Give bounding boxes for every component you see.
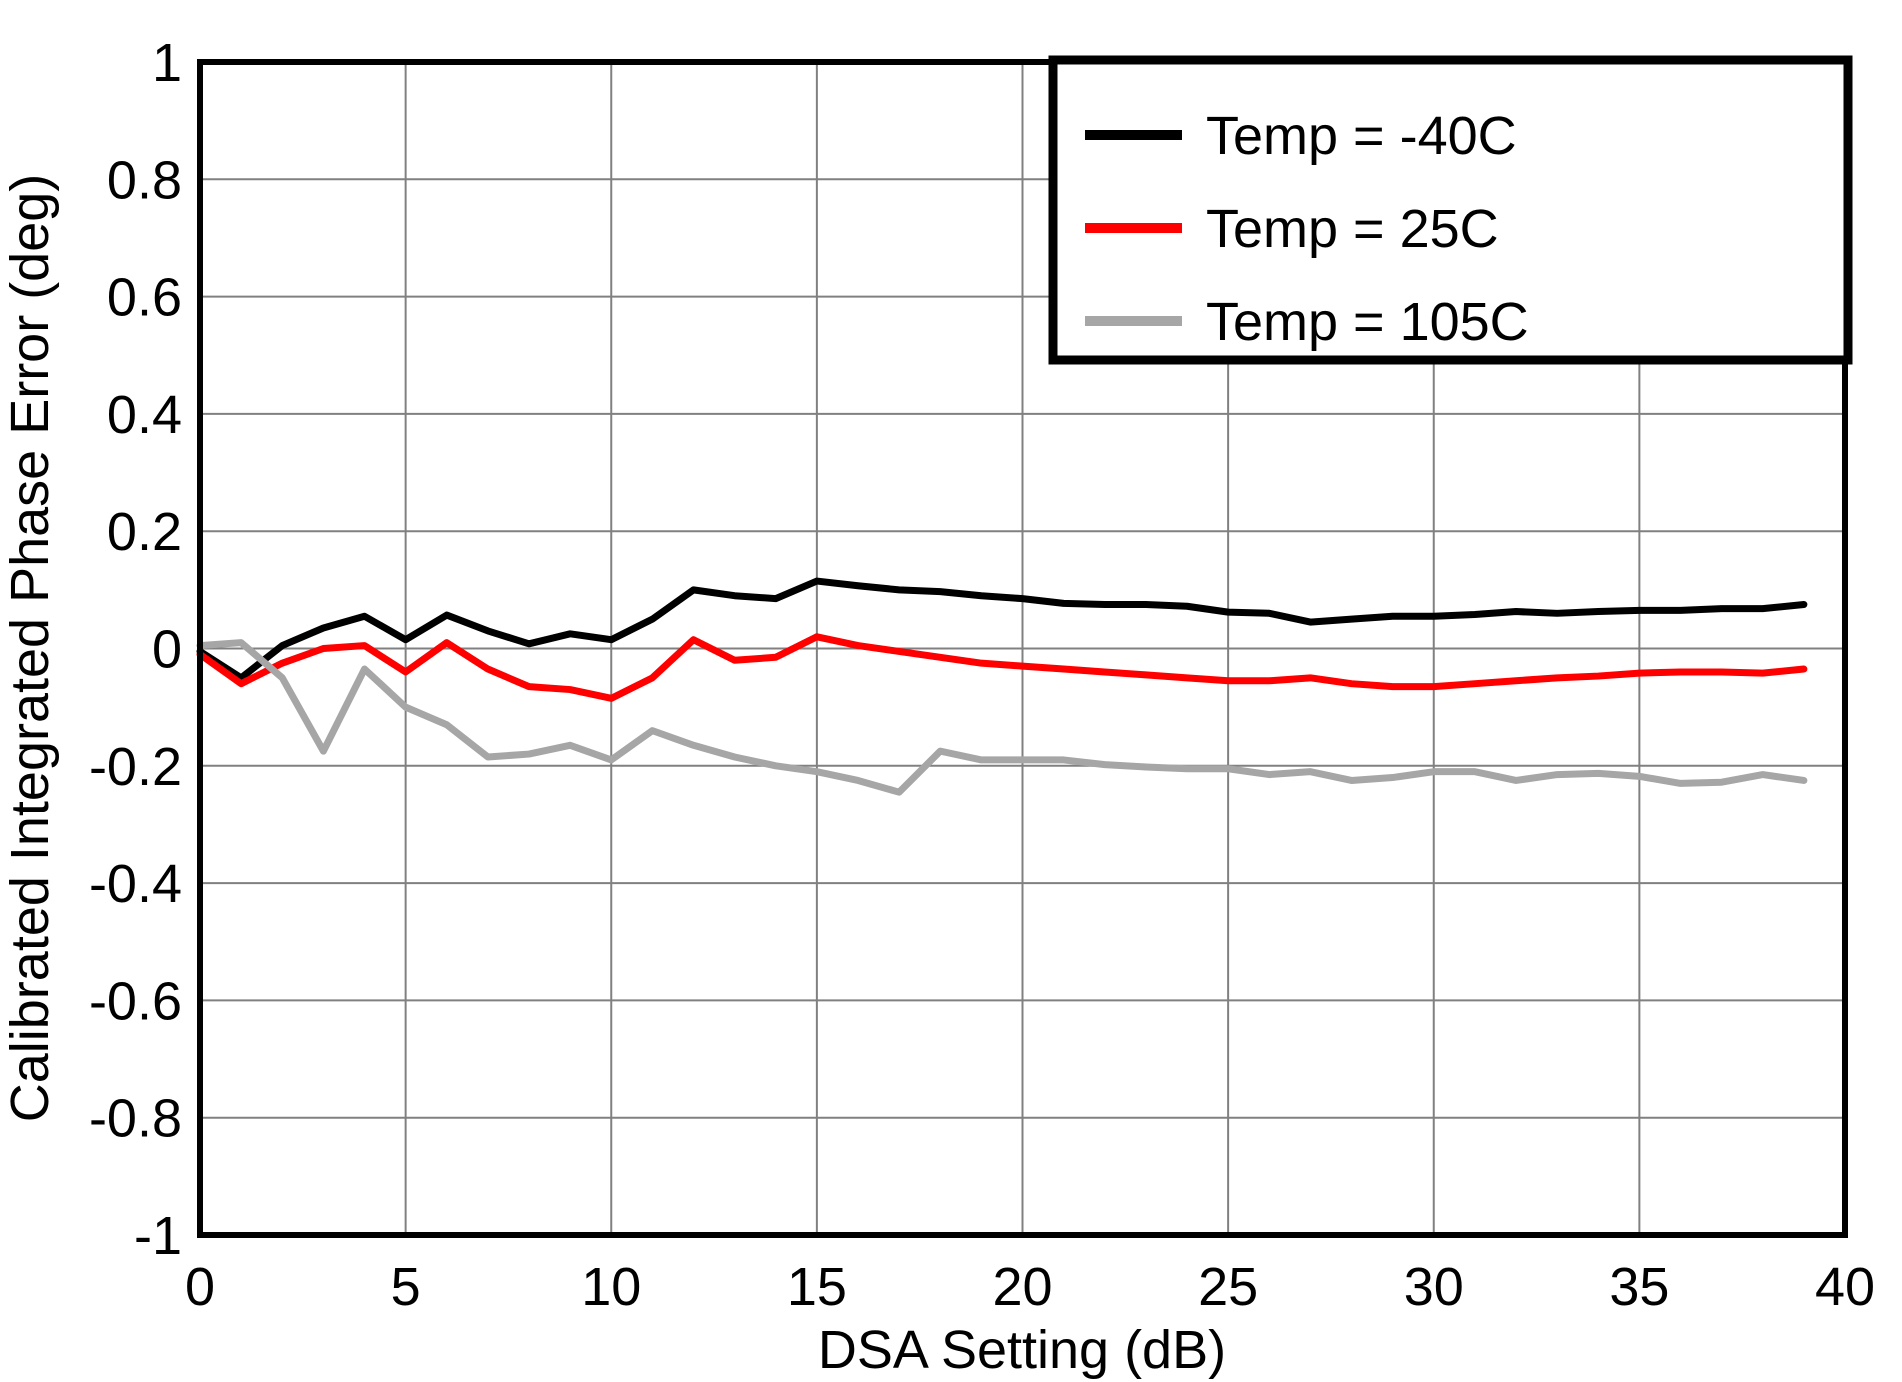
x-tick-label: 25 xyxy=(1198,1257,1258,1317)
y-tick-label: -0.2 xyxy=(89,737,182,797)
legend-label: Temp = -40C xyxy=(1206,106,1517,166)
x-tick-label: 0 xyxy=(185,1257,215,1317)
y-tick-label: 0.4 xyxy=(107,385,182,445)
series-line xyxy=(196,639,1808,796)
x-tick-label: 5 xyxy=(391,1257,421,1317)
x-tick-label: 30 xyxy=(1404,1257,1464,1317)
series-line xyxy=(196,577,1808,682)
legend-label: Temp = 105C xyxy=(1206,292,1529,352)
legend-label: Temp = 25C xyxy=(1206,199,1499,259)
plot-border xyxy=(197,59,1848,1238)
y-tick-label: 1 xyxy=(152,33,182,93)
y-tick-label: 0.2 xyxy=(107,502,182,562)
y-tick-label: -0.6 xyxy=(89,971,182,1031)
y-tick-label: 0.8 xyxy=(107,150,182,210)
y-axis-label: Calibrated Integrated Phase Error (deg) xyxy=(0,174,60,1123)
y-tick-label: 0.6 xyxy=(107,268,182,328)
x-tick-label: 10 xyxy=(581,1257,641,1317)
x-tick-label: 15 xyxy=(787,1257,847,1317)
x-tick-label: 20 xyxy=(992,1257,1052,1317)
legend-box xyxy=(1048,55,1853,365)
x-tick-label: 40 xyxy=(1815,1257,1875,1317)
y-tick-label: -0.4 xyxy=(89,854,182,914)
x-axis-label: DSA Setting (dB) xyxy=(818,1320,1226,1380)
series-line xyxy=(196,633,1808,702)
y-tick-label: 0 xyxy=(152,620,182,680)
y-tick-label: -0.8 xyxy=(89,1089,182,1149)
y-tick-label: -1 xyxy=(134,1206,182,1266)
x-tick-label: 35 xyxy=(1609,1257,1669,1317)
